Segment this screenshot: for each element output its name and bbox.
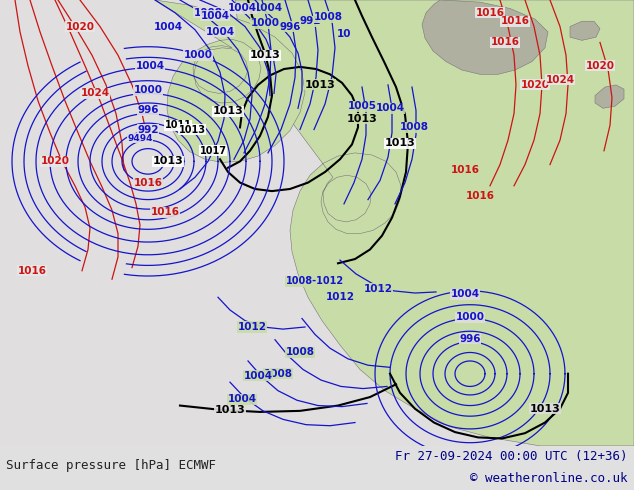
Text: 1008: 1008 xyxy=(399,122,429,132)
Polygon shape xyxy=(422,0,548,74)
Text: 1004: 1004 xyxy=(136,61,165,71)
Text: 1013: 1013 xyxy=(153,156,183,167)
Text: 1008: 1008 xyxy=(285,347,314,358)
Text: 1008: 1008 xyxy=(264,368,292,379)
Text: 1000: 1000 xyxy=(250,18,280,28)
Text: 1013: 1013 xyxy=(347,114,377,124)
Text: 996: 996 xyxy=(279,22,301,31)
Text: © weatheronline.co.uk: © weatheronline.co.uk xyxy=(470,472,628,486)
Polygon shape xyxy=(570,21,600,40)
Text: 1017: 1017 xyxy=(200,146,226,156)
Text: 1013: 1013 xyxy=(385,138,415,148)
Text: 1000: 1000 xyxy=(134,85,162,95)
Text: 1008-1012: 1008-1012 xyxy=(286,276,344,286)
Text: 1020: 1020 xyxy=(586,61,614,71)
Text: 1013: 1013 xyxy=(250,50,280,60)
Text: 1016: 1016 xyxy=(134,177,162,188)
Text: 1000: 1000 xyxy=(455,313,484,322)
Text: 1020: 1020 xyxy=(41,156,70,167)
Text: 992: 992 xyxy=(299,16,321,26)
Text: 1004: 1004 xyxy=(228,3,257,14)
Text: 1024: 1024 xyxy=(545,74,574,85)
Text: 1004: 1004 xyxy=(375,103,404,113)
Text: 1024: 1024 xyxy=(81,88,110,98)
Text: 1004: 1004 xyxy=(153,22,183,31)
Text: 1004: 1004 xyxy=(243,371,273,381)
Text: 1008: 1008 xyxy=(313,12,342,22)
Text: 1016: 1016 xyxy=(500,16,529,26)
Polygon shape xyxy=(155,0,305,163)
Polygon shape xyxy=(235,0,634,446)
Text: 1012: 1012 xyxy=(238,322,266,332)
Text: 1004: 1004 xyxy=(200,11,230,21)
Text: 1000: 1000 xyxy=(183,50,212,60)
Text: 1012: 1012 xyxy=(363,284,392,294)
Polygon shape xyxy=(595,85,624,108)
Text: 10: 10 xyxy=(337,29,351,39)
Text: 1013: 1013 xyxy=(304,80,335,90)
Text: 1013: 1013 xyxy=(212,106,243,117)
Text: 1011: 1011 xyxy=(164,120,191,130)
Text: 1004: 1004 xyxy=(228,394,257,404)
Text: 1008: 1008 xyxy=(193,8,223,18)
Text: 1005: 1005 xyxy=(347,101,377,111)
Text: 1004: 1004 xyxy=(450,289,479,299)
Text: 1013: 1013 xyxy=(529,404,560,414)
Text: 1016: 1016 xyxy=(476,8,505,18)
Text: 1012: 1012 xyxy=(325,292,354,302)
Text: 1016: 1016 xyxy=(18,266,46,276)
Text: 1016: 1016 xyxy=(491,37,519,48)
Text: 1004: 1004 xyxy=(205,27,235,37)
Text: Surface pressure [hPa] ECMWF: Surface pressure [hPa] ECMWF xyxy=(6,459,216,472)
Text: 1016: 1016 xyxy=(465,192,495,201)
Text: 1016: 1016 xyxy=(150,207,179,218)
Text: 1013: 1013 xyxy=(215,405,245,415)
Text: 9494: 9494 xyxy=(127,133,153,143)
Text: 992: 992 xyxy=(137,124,158,135)
Text: 1013: 1013 xyxy=(179,124,205,135)
Text: 996: 996 xyxy=(137,105,158,116)
Text: 996: 996 xyxy=(459,334,481,343)
Text: 1016: 1016 xyxy=(451,165,479,175)
Text: 1004: 1004 xyxy=(254,3,283,14)
Text: 1020: 1020 xyxy=(65,22,94,31)
Text: Fr 27-09-2024 00:00 UTC (12+36): Fr 27-09-2024 00:00 UTC (12+36) xyxy=(395,450,628,464)
Text: 1020: 1020 xyxy=(521,80,550,90)
